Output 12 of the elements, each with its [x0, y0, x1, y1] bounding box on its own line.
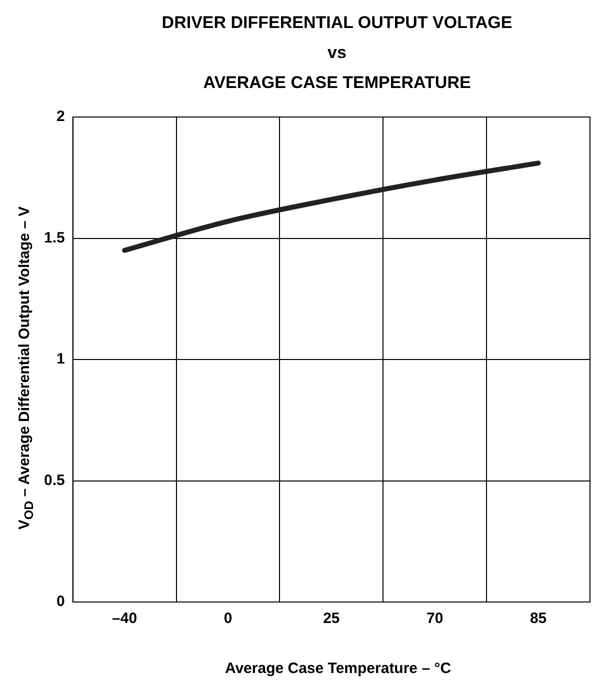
chart-title: DRIVER DIFFERENTIAL OUTPUT VOLTAGE vs AVERAGE CASE TEMPERATURE [160, 12, 514, 94]
x-tick-label: –40 [112, 610, 138, 628]
x-axis-title: Average Case Temperature – °C [224, 660, 452, 677]
x-tick-label: 70 [426, 610, 444, 628]
x-tick-label: 0 [224, 610, 232, 628]
y-tick-label: 0 [56, 593, 65, 610]
y-tick-label: 1 [56, 350, 65, 368]
x-tick-label: 85 [530, 610, 547, 628]
x-tick-label: 25 [323, 610, 340, 628]
y-tick-label: 1.5 [44, 229, 65, 246]
y-tick-label: 0.5 [44, 472, 65, 489]
y-tick-label: 2 [56, 108, 65, 126]
